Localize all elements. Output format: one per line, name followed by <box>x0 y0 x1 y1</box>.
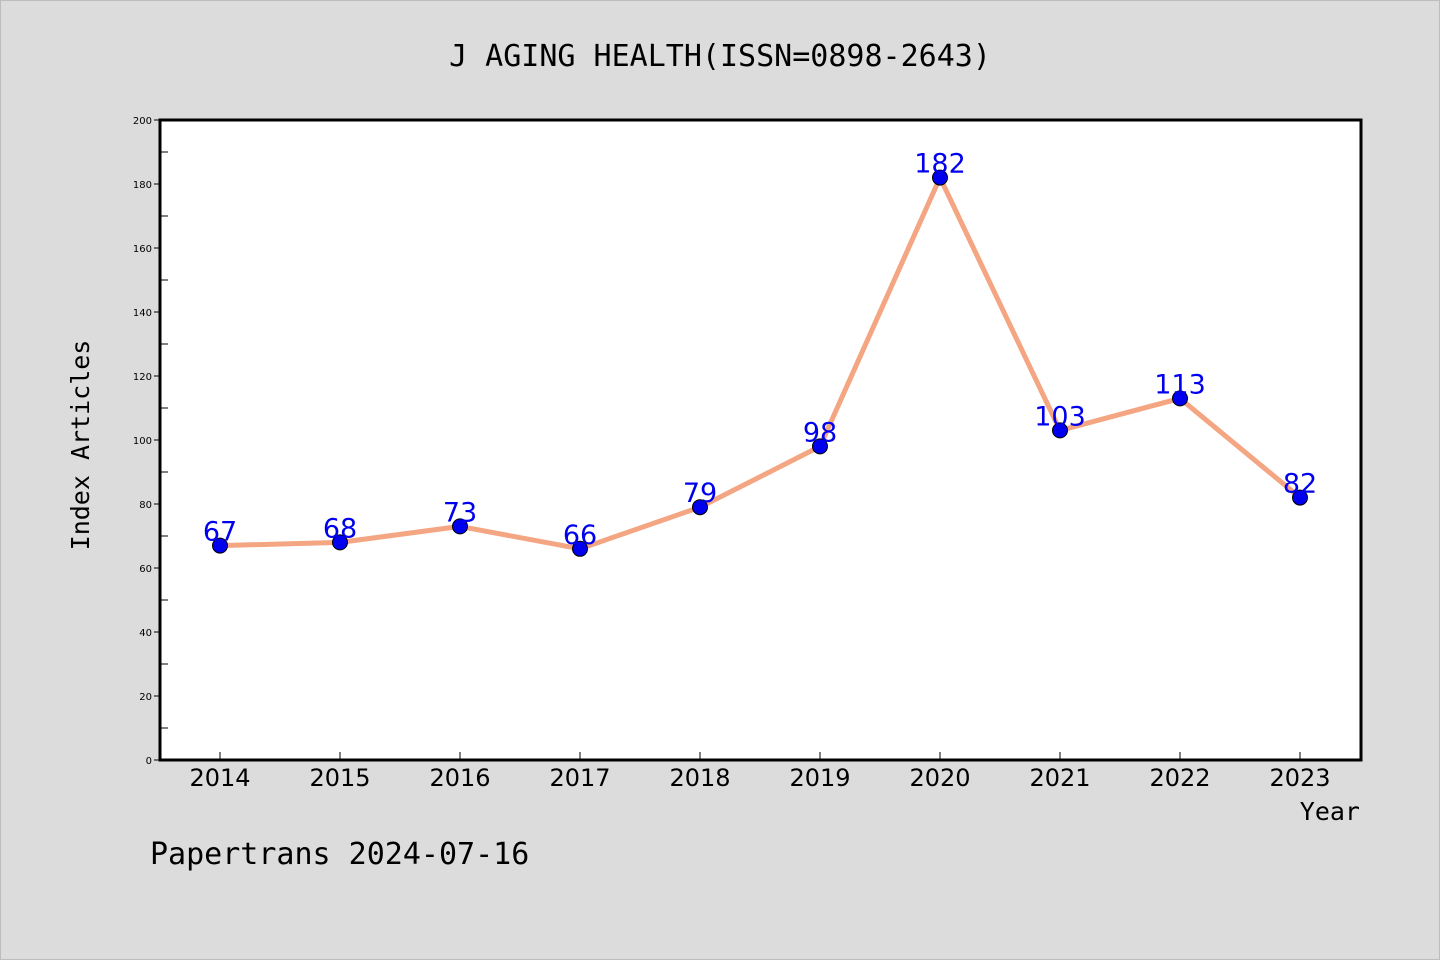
y-tick-label: 40 <box>139 628 152 639</box>
x-tick-label: 2022 <box>1149 764 1210 792</box>
data-point <box>332 534 348 551</box>
y-tick-label: 120 <box>133 372 152 383</box>
data-point <box>212 537 228 554</box>
x-tick-label: 2018 <box>669 764 730 792</box>
data-point <box>932 169 948 186</box>
x-tick-label: 2015 <box>309 764 370 792</box>
data-label: 103 <box>1034 401 1086 432</box>
x-tick-label: 2014 <box>189 764 250 792</box>
plot-area <box>158 118 1363 762</box>
data-point <box>1172 390 1188 407</box>
data-label: 73 <box>443 497 477 528</box>
y-tick-label: 100 <box>133 436 152 447</box>
data-label: 82 <box>1283 469 1317 500</box>
x-tick-label: 2023 <box>1269 764 1330 792</box>
y-tick-label: 20 <box>139 692 152 703</box>
y-axis: 0 20 40 60 80 100 120 140 160 180 200 <box>133 116 168 767</box>
y-tick-label: 160 <box>133 244 152 255</box>
footer-text: Papertrans 2024-07-16 <box>150 837 529 872</box>
data-label: 68 <box>323 513 357 544</box>
x-tick-label: 2017 <box>549 764 610 792</box>
data-point <box>452 518 468 535</box>
x-tick-label: 2020 <box>909 764 970 792</box>
y-tick-label: 140 <box>133 308 152 319</box>
data-point <box>1292 489 1308 506</box>
data-label: 66 <box>563 520 597 551</box>
y-tick-label: 80 <box>139 500 152 511</box>
x-tick-label: 2019 <box>789 764 850 792</box>
data-label: 79 <box>683 478 717 509</box>
series-group: 67 68 73 66 79 98 182 103 113 82 <box>203 149 1317 557</box>
series-line <box>219 175 1302 552</box>
x-tick-label: 2021 <box>1029 764 1090 792</box>
data-label: 113 <box>1154 369 1206 400</box>
chart-title: J AGING HEALTH(ISSN=0898-2643) <box>449 39 991 74</box>
x-axis-label: Year <box>1300 797 1360 826</box>
data-point <box>572 540 588 557</box>
data-label: 98 <box>803 417 837 448</box>
y-tick-label: 200 <box>133 116 152 127</box>
data-point <box>812 438 828 455</box>
y-tick-label: 60 <box>139 564 152 575</box>
data-point <box>1052 422 1068 439</box>
data-label: 67 <box>203 517 237 548</box>
x-tick-label: 2016 <box>429 764 490 792</box>
y-tick-label: 0 <box>146 756 152 767</box>
data-point <box>692 499 708 516</box>
data-label: 182 <box>914 149 966 180</box>
y-axis-label: Index Articles <box>66 340 95 551</box>
y-tick-label: 180 <box>133 180 152 191</box>
x-axis: 2014 2015 2016 2017 2018 2019 2020 2021 2022 2023 <box>189 752 1331 792</box>
